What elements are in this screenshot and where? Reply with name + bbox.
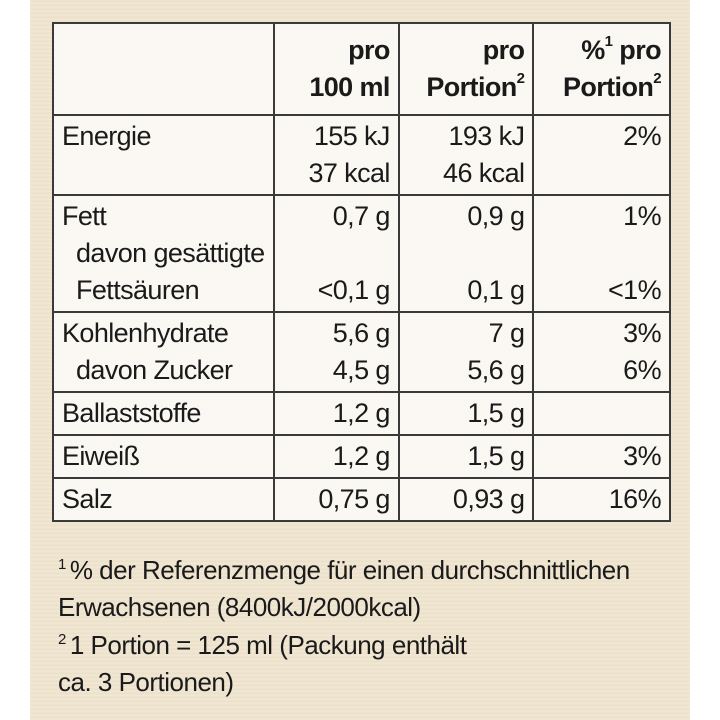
value-per-100ml-cell: 0,75 g xyxy=(272,477,400,522)
footnote-mark: 1 xyxy=(604,33,613,50)
nutrient-value: 2% xyxy=(623,121,661,151)
value-per-portion-cell: 193 kJ 46 kcal xyxy=(397,114,535,196)
percent-reference-cell: 3% 6% xyxy=(532,311,671,393)
percent-reference-cell xyxy=(532,391,671,436)
nutrient-value: 0,9 g xyxy=(467,201,525,231)
header-per-100ml: pro 100 ml xyxy=(272,22,400,116)
nutrient-name-cell: Eiweiß xyxy=(52,434,275,479)
nutrient-value: 16% xyxy=(608,484,662,514)
header-text: Portion xyxy=(426,72,517,102)
value-per-portion-cell: 7 g 5,6 g xyxy=(397,311,535,393)
nutrient-value: 1% xyxy=(623,201,661,231)
nutrient-value xyxy=(542,235,661,272)
header-percent-per-portion: %1 pro Portion2 xyxy=(532,22,671,116)
header-text: 100 ml xyxy=(309,72,390,102)
footnote-text: Erwachsenen (8400kJ/2000kcal) xyxy=(58,592,421,622)
footnote-mark: 1 xyxy=(58,556,66,573)
nutrient-value: 46 kcal xyxy=(443,158,525,188)
nutrient-label: Energie xyxy=(62,121,151,151)
nutrient-value xyxy=(283,235,390,272)
nutrient-name-cell: Fett davon gesättigte Fettsäuren xyxy=(52,194,275,313)
nutrient-value: <0,1 g xyxy=(317,275,391,305)
nutrient-label: Ballaststoffe xyxy=(62,398,201,428)
footnotes: 1% der Referenzmenge für einen durchschn… xyxy=(58,554,688,704)
value-per-portion-cell: 1,5 g xyxy=(397,434,535,479)
nutrient-value: 0,7 g xyxy=(332,201,391,231)
percent-reference-cell: 3% xyxy=(532,434,671,479)
footnote: 1% der Referenzmenge für einen durchschn… xyxy=(58,554,688,623)
header-text: Portion xyxy=(562,72,654,102)
value-per-portion-cell: 0,9 g 0,1 g xyxy=(397,194,535,313)
header-text: pro xyxy=(482,35,525,65)
header-text: pro xyxy=(619,35,661,65)
nutrient-value: 37 kcal xyxy=(308,158,390,188)
nutrient-value xyxy=(542,395,661,432)
nutrient-value xyxy=(408,235,525,272)
nutrient-label: Salz xyxy=(62,484,113,514)
value-per-100ml-cell: 5,6 g 4,5 g xyxy=(272,311,400,393)
value-per-portion-cell: 1,5 g xyxy=(397,391,535,436)
nutrient-row: Eiweiß 1,2 g 1,5 g 3% xyxy=(52,434,671,479)
header-row: pro 100 ml pro Portion2 %1 pro Portion2 xyxy=(52,22,671,116)
nutrient-label: Eiweiß xyxy=(62,441,140,471)
nutrient-name-cell: Salz xyxy=(52,477,275,522)
nutrient-value: 0,93 g xyxy=(452,484,525,514)
nutrient-value: 6% xyxy=(623,355,661,385)
nutrient-value: 5,6 g xyxy=(332,318,391,348)
header-text: pro xyxy=(348,35,390,65)
footnote-text: % der Referenzmenge für einen durchschni… xyxy=(69,555,630,585)
nutrient-value: 193 kJ xyxy=(448,121,525,151)
percent-reference-cell: 1% <1% xyxy=(532,194,671,313)
nutrient-value: 3% xyxy=(623,318,661,348)
nutrient-row: Kohlenhydrate davon Zucker 5,6 g 4,5 g 7 g 5,… xyxy=(52,311,671,393)
footnote-text: 1 Portion = 125 ml (Packung enthält xyxy=(69,630,467,660)
header-per-portion: pro Portion2 xyxy=(397,22,535,116)
nutrient-value: 5,6 g xyxy=(467,355,525,385)
nutrient-name-cell: Kohlenhydrate davon Zucker xyxy=(52,311,275,393)
footnote-text: ca. 3 Portionen) xyxy=(58,667,234,697)
nutrient-value: 4,5 g xyxy=(332,355,391,385)
nutrient-value: 155 kJ xyxy=(313,121,391,151)
value-per-100ml-cell: 1,2 g xyxy=(272,434,400,479)
nutrient-value: <1% xyxy=(608,275,662,305)
footnote-mark: 2 xyxy=(516,70,525,87)
nutrient-value: 0,1 g xyxy=(467,275,525,305)
footnote-line: 1% der Referenzmenge für einen durchschn… xyxy=(58,554,688,591)
nutrition-table: pro 100 ml pro Portion2 %1 pro Portion2 … xyxy=(52,22,671,522)
nutrient-value: 1,2 g xyxy=(332,398,391,428)
value-per-100ml-cell: 0,7 g <0,1 g xyxy=(272,194,400,313)
nutrient-name-cell: Energie xyxy=(52,114,275,196)
footnote-line: Erwachsenen (8400kJ/2000kcal) xyxy=(58,591,688,623)
footnote-mark: 2 xyxy=(653,70,661,87)
header-text: % xyxy=(581,35,605,65)
nutrient-row: Salz 0,75 g 0,93 g 16% xyxy=(52,477,671,522)
header-empty-cell xyxy=(52,22,275,116)
nutrient-label: davon Zucker xyxy=(76,355,233,385)
nutrient-label: Fett xyxy=(62,201,107,231)
percent-reference-cell: 2% xyxy=(532,114,671,196)
footnote-line: ca. 3 Portionen) xyxy=(58,666,688,698)
nutrient-value: 1,5 g xyxy=(467,398,525,428)
nutrient-value: 1,2 g xyxy=(332,441,391,471)
nutrient-name-cell: Ballaststoffe xyxy=(52,391,275,436)
value-per-portion-cell: 0,93 g xyxy=(397,477,535,522)
percent-reference-cell: 16% xyxy=(532,477,671,522)
nutrient-value: 0,75 g xyxy=(318,484,390,514)
footnote-mark: 2 xyxy=(58,631,66,648)
nutrient-value: 1,5 g xyxy=(467,441,525,471)
nutrient-row: Ballaststoffe 1,2 g 1,5 g xyxy=(52,391,671,436)
value-per-100ml-cell: 1,2 g xyxy=(272,391,400,436)
nutrient-label: Kohlenhydrate xyxy=(62,318,229,348)
value-per-100ml-cell: 155 kJ 37 kcal xyxy=(272,114,400,196)
nutrient-label: Fettsäuren xyxy=(76,275,200,305)
nutrient-value: 7 g xyxy=(488,318,525,348)
nutrient-label: davon gesättigte xyxy=(76,238,265,268)
nutrient-value: 3% xyxy=(623,441,661,471)
nutrient-row: Fett davon gesättigte Fettsäuren 0,7 g <0,1… xyxy=(52,194,671,313)
nutrient-row: Energie 155 kJ 37 kcal 193 kJ 46 kcal 2% xyxy=(52,114,671,196)
